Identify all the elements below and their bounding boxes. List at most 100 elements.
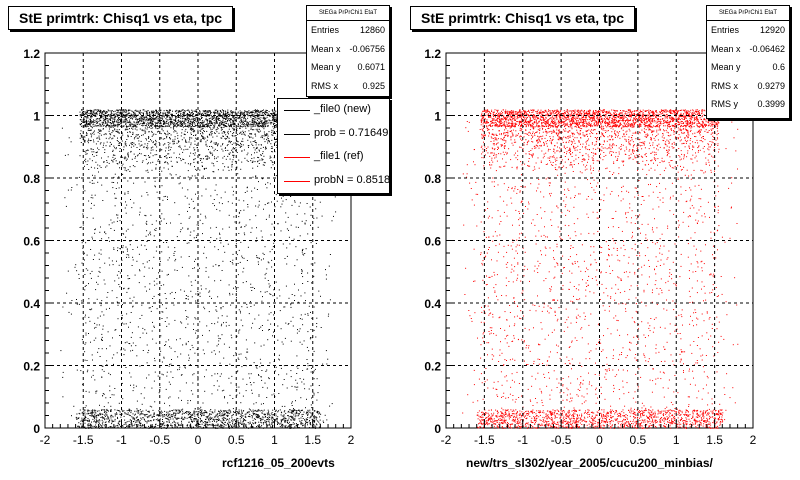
- scatter-point: [313, 275, 315, 277]
- scatter-point: [125, 112, 127, 113]
- scatter-point: [207, 125, 209, 127]
- scatter-point: [79, 111, 81, 113]
- scatter-point: [87, 142, 89, 144]
- scatter-point: [263, 128, 265, 130]
- scatter-point: [166, 274, 168, 276]
- scatter-point: [314, 262, 316, 264]
- scatter-point: [79, 413, 81, 415]
- scatter-point: [231, 124, 233, 126]
- scatter-point: [127, 192, 129, 194]
- scatter-point: [307, 414, 309, 416]
- scatter-point: [98, 270, 100, 272]
- scatter-point: [158, 392, 160, 394]
- scatter-point: [259, 358, 261, 360]
- scatter-point: [243, 126, 245, 127]
- scatter-point: [272, 113, 274, 115]
- scatter-point: [170, 118, 172, 120]
- scatter-point: [86, 134, 88, 136]
- scatter-point: [216, 419, 218, 420]
- scatter-point: [201, 135, 203, 137]
- scatter-point: [95, 121, 97, 123]
- scatter-point: [83, 118, 85, 120]
- scatter-point: [166, 119, 168, 121]
- scatter-point: [265, 111, 266, 113]
- scatter-point: [266, 387, 268, 389]
- scatter-point: [91, 376, 92, 378]
- scatter-point: [212, 116, 214, 118]
- scatter-point: [217, 128, 219, 130]
- scatter-point: [229, 125, 231, 127]
- scatter-point: [102, 118, 104, 120]
- scatter-point: [118, 271, 120, 272]
- scatter-point: [135, 109, 137, 111]
- scatter-point: [304, 292, 306, 294]
- scatter-point: [118, 176, 120, 178]
- scatter-point: [240, 145, 242, 147]
- scatter-point: [145, 248, 147, 250]
- scatter-point: [218, 265, 220, 267]
- scatter-point: [146, 377, 147, 379]
- scatter-point: [90, 110, 92, 112]
- scatter-point: [148, 137, 149, 139]
- scatter-point: [148, 136, 150, 138]
- scatter-point: [101, 419, 103, 421]
- scatter-point: [234, 115, 235, 116]
- scatter-point: [174, 247, 176, 249]
- scatter-point: [167, 142, 169, 143]
- scatter-point: [122, 251, 124, 253]
- scatter-point: [278, 393, 280, 394]
- scatter-point: [274, 126, 276, 128]
- scatter-point: [140, 417, 142, 419]
- scatter-point: [241, 111, 243, 113]
- scatter-point: [95, 412, 97, 414]
- scatter-point: [94, 327, 95, 329]
- scatter-point: [257, 124, 259, 126]
- scatter-point: [269, 362, 271, 364]
- scatter-point: [155, 167, 157, 169]
- scatter-point: [101, 333, 103, 335]
- scatter-point: [263, 138, 265, 140]
- scatter-point: [204, 167, 206, 169]
- scatter-point: [222, 110, 224, 111]
- scatter-point: [143, 118, 144, 120]
- scatter-point: [134, 144, 136, 146]
- scatter-point: [166, 121, 168, 123]
- scatter-point: [313, 392, 315, 394]
- scatter-point: [250, 127, 252, 129]
- scatter-point: [177, 137, 179, 139]
- scatter-point: [269, 293, 271, 295]
- scatter-point: [118, 143, 120, 144]
- scatter-point: [255, 110, 257, 112]
- scatter-point: [129, 278, 131, 279]
- scatter-point: [207, 122, 208, 124]
- scatter-point: [195, 120, 197, 122]
- scatter-point: [167, 259, 169, 261]
- scatter-point: [175, 413, 177, 415]
- scatter-point: [241, 133, 243, 135]
- scatter-point: [266, 120, 268, 122]
- scatter-point: [106, 348, 107, 350]
- scatter-point: [306, 346, 308, 348]
- scatter-point: [169, 405, 171, 407]
- scatter-point: [91, 115, 93, 117]
- scatter-point: [117, 114, 119, 116]
- scatter-point: [135, 345, 137, 347]
- scatter-point: [127, 134, 129, 136]
- scatter-point: [197, 122, 199, 123]
- scatter-point: [247, 114, 249, 116]
- scatter-point: [280, 367, 282, 369]
- scatter-point: [253, 114, 255, 116]
- scatter-point: [235, 150, 237, 151]
- scatter-point: [96, 110, 98, 112]
- scatter-point: [105, 133, 107, 135]
- scatter-point: [178, 140, 180, 142]
- scatter-point: [154, 185, 156, 187]
- scatter-point: [105, 308, 107, 310]
- scatter-point: [207, 111, 209, 113]
- scatter-point: [175, 124, 177, 126]
- scatter-point: [172, 124, 174, 126]
- scatter-point: [188, 141, 190, 143]
- scatter-point: [211, 123, 213, 124]
- scatter-point: [183, 159, 185, 160]
- scatter-point: [216, 345, 218, 347]
